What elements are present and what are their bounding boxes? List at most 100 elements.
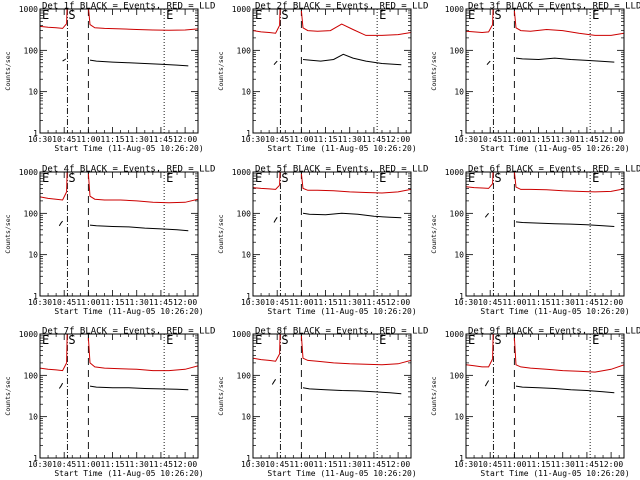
series-line xyxy=(58,382,64,389)
series-events xyxy=(58,382,189,391)
x-tick-label: 11:45 xyxy=(149,135,173,144)
y-tick-label: 1 xyxy=(246,129,251,138)
x-axis-label: Start Time (11-Aug-05 10:26:20) xyxy=(480,469,629,478)
x-tick-label: 11:30 xyxy=(338,460,362,469)
marker-label: E xyxy=(379,333,386,347)
series-lld xyxy=(466,172,624,193)
series-line xyxy=(484,212,489,218)
plot-frame xyxy=(465,333,625,459)
y-tick-label: 1000 xyxy=(19,330,38,339)
series-line xyxy=(300,173,411,194)
series-line xyxy=(273,217,278,223)
y-tick-label: 1 xyxy=(246,454,251,463)
series-lld xyxy=(466,9,624,36)
series-events xyxy=(58,220,189,232)
marker-label: S xyxy=(68,8,75,22)
y-tick-label: 100 xyxy=(237,46,252,55)
x-tick-label: 12:00 xyxy=(386,135,410,144)
x-tick-label: 11:15 xyxy=(314,460,338,469)
x-tick-label: 10:45 xyxy=(265,298,289,307)
y-tick-label: 10 xyxy=(241,413,251,422)
x-tick-label: 11:00 xyxy=(76,135,100,144)
chart-panel-6: Det 6f BLACK = Events, RED = LLD Counts/s… xyxy=(430,165,640,317)
y-tick-label: 1 xyxy=(33,454,38,463)
plot-frame xyxy=(252,171,412,297)
series-line xyxy=(515,221,615,227)
x-axis-label: Start Time (11-Aug-05 10:26:20) xyxy=(54,469,203,478)
y-tick-label: 1000 xyxy=(232,330,251,339)
series-line xyxy=(271,379,277,385)
y-tick-label: 100 xyxy=(450,46,465,55)
chart-title: Det 2f BLACK = Events, RED = LLD xyxy=(255,2,428,12)
series-line xyxy=(300,10,411,36)
chart-title: Det 8f BLACK = Events, RED = LLD xyxy=(255,327,428,337)
y-tick-label: 100 xyxy=(450,371,465,380)
series-line xyxy=(89,59,189,67)
y-tick-label: 1 xyxy=(459,129,464,138)
x-tick-label: 11:45 xyxy=(362,298,386,307)
series-line xyxy=(87,337,198,372)
series-events xyxy=(484,380,615,394)
chart-title: Det 1f BLACK = Events, RED = LLD xyxy=(42,2,215,12)
series-line xyxy=(253,353,281,362)
y-tick-label: 1 xyxy=(459,454,464,463)
x-tick-label: 11:00 xyxy=(502,460,526,469)
x-tick-label: 11:45 xyxy=(362,460,386,469)
series-line xyxy=(89,385,189,391)
x-tick-label: 10:30 xyxy=(454,135,478,144)
marker-label: E xyxy=(592,171,599,185)
x-tick-label: 11:00 xyxy=(289,460,313,469)
plot-frame xyxy=(465,171,625,297)
marker-label: S xyxy=(281,333,288,347)
x-tick-label: 11:00 xyxy=(502,135,526,144)
x-tick-label: 11:30 xyxy=(125,298,149,307)
series-line xyxy=(515,385,615,394)
series-events xyxy=(62,58,189,67)
x-tick-label: 10:45 xyxy=(265,460,289,469)
x-axis-label: Start Time (11-Aug-05 10:26:20) xyxy=(267,144,416,153)
y-axis-label: Counts/sec xyxy=(217,51,225,90)
x-axis-label: Start Time (11-Aug-05 10:26:20) xyxy=(54,307,203,316)
x-tick-label: 11:00 xyxy=(502,298,526,307)
y-tick-label: 100 xyxy=(24,46,39,55)
marker-label: E xyxy=(592,333,599,347)
series-line xyxy=(253,25,281,34)
marker-label: E xyxy=(379,171,386,185)
series-line xyxy=(58,220,63,227)
y-axis-label: Counts/sec xyxy=(4,376,12,415)
y-tick-label: 100 xyxy=(237,371,252,380)
series-lld xyxy=(253,172,411,194)
series-line xyxy=(300,335,411,366)
chart-title: Det 4f BLACK = Events, RED = LLD xyxy=(42,165,215,175)
plot-frame xyxy=(252,333,412,459)
series-line xyxy=(513,337,624,373)
y-axis-label: Counts/sec xyxy=(430,376,438,415)
marker-label: E xyxy=(42,171,49,185)
y-tick-label: 10 xyxy=(454,251,464,260)
x-tick-label: 10:30 xyxy=(454,460,478,469)
x-tick-label: 12:00 xyxy=(599,135,623,144)
plot-frame xyxy=(465,8,625,134)
x-tick-label: 11:00 xyxy=(289,135,313,144)
x-tick-label: 11:45 xyxy=(149,460,173,469)
chart-title: Det 7f BLACK = Events, RED = LLD xyxy=(42,327,215,337)
x-tick-label: 10:30 xyxy=(28,460,52,469)
marker-label: S xyxy=(494,8,501,22)
chart-panel-9: Det 9f BLACK = Events, RED = LLD Counts/s… xyxy=(430,327,640,479)
marker-label: S xyxy=(68,333,75,347)
x-tick-label: 12:00 xyxy=(599,460,623,469)
marker-label: S xyxy=(281,171,288,185)
x-tick-label: 11:30 xyxy=(551,460,575,469)
series-line xyxy=(302,212,402,219)
x-tick-label: 12:00 xyxy=(173,298,197,307)
series-line xyxy=(466,358,494,368)
chart-title: Det 3f BLACK = Events, RED = LLD xyxy=(468,2,640,12)
series-line xyxy=(87,173,198,204)
x-axis-label: Start Time (11-Aug-05 10:26:20) xyxy=(480,307,629,316)
x-tick-label: 11:30 xyxy=(551,135,575,144)
x-tick-label: 10:45 xyxy=(52,460,76,469)
marker-label: E xyxy=(468,8,475,22)
series-line xyxy=(513,172,624,193)
x-tick-label: 11:30 xyxy=(338,298,362,307)
series-line xyxy=(40,23,67,29)
